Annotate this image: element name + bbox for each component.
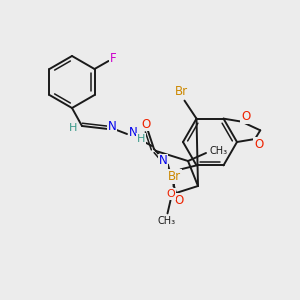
Text: O: O [241,110,250,123]
Text: N: N [108,121,116,134]
Text: H: H [69,123,77,133]
Text: O: O [141,118,151,130]
Text: O: O [174,194,184,206]
Text: O: O [254,137,264,151]
Text: O: O [166,189,175,200]
Text: F: F [110,52,117,65]
Text: N: N [159,154,167,167]
Text: Br: Br [168,170,181,183]
Text: N: N [129,125,137,139]
Text: Br: Br [175,85,188,98]
Text: CH₃: CH₃ [210,146,228,156]
Text: CH₃: CH₃ [158,216,175,226]
Text: H: H [137,134,145,144]
